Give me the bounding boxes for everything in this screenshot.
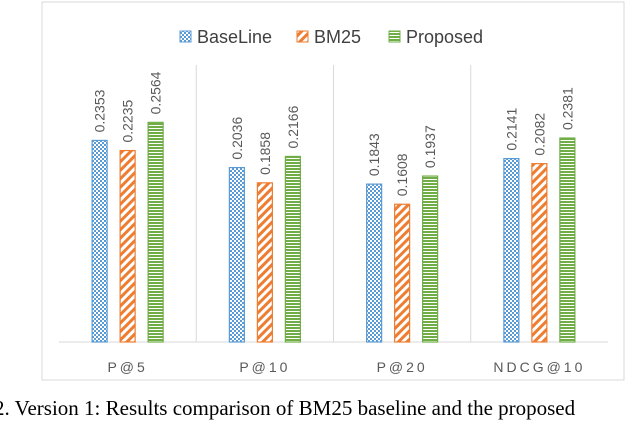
data-label: 0.1858 — [257, 132, 273, 175]
data-label: 0.2235 — [120, 100, 136, 143]
plot-area: 0.2353 0.2235 0.2564 P@5 0.2036 0.1858 0.2166 P… — [59, 65, 608, 375]
bar-baseline-ndcg@10 — [503, 157, 520, 343]
x-tick-label: P@5 — [107, 359, 147, 375]
data-label: 0.2381 — [559, 87, 575, 130]
bar-baseline-p@10 — [228, 166, 245, 343]
data-label: 0.2564 — [148, 71, 164, 114]
x-tick-label: P@20 — [377, 359, 428, 375]
bar-bm25-p@5 — [119, 149, 136, 343]
legend-swatch-bm25 — [296, 30, 309, 43]
data-label: 0.2141 — [503, 108, 519, 151]
bar-proposed-p@10 — [284, 155, 301, 343]
legend-swatch-baseline — [179, 30, 192, 43]
bar-baseline-p@5 — [91, 139, 108, 343]
legend-label-proposed: Proposed — [406, 27, 483, 47]
x-tick-label: P@10 — [239, 359, 290, 375]
data-label: 0.1937 — [422, 125, 438, 168]
data-label: 0.2036 — [229, 117, 245, 160]
bar-baseline-p@20 — [366, 183, 383, 343]
bar-proposed-p@20 — [422, 175, 439, 343]
data-label: 0.2166 — [285, 105, 301, 148]
bar-bm25-p@10 — [256, 182, 273, 343]
bar-proposed-ndcg@10 — [559, 137, 576, 343]
bar-proposed-p@5 — [147, 121, 164, 343]
data-label: 0.2082 — [531, 113, 547, 156]
legend-label-baseline: BaseLine — [197, 27, 272, 47]
bar-bm25-ndcg@10 — [531, 163, 548, 343]
legend-swatch-proposed — [388, 30, 401, 43]
data-label: 0.2353 — [92, 89, 108, 132]
bar-chart: BaseLine BM25 Proposed 0.2353 0.2235 0.2564 P… — [41, 1, 625, 381]
legend: BaseLine BM25 Proposed — [179, 27, 483, 47]
data-label: 0.1843 — [366, 133, 382, 176]
x-tick-label: NDCG@10 — [493, 359, 585, 375]
bar-bm25-p@20 — [394, 203, 411, 343]
legend-label-bm25: BM25 — [314, 27, 361, 47]
figure-caption: 2. Version 1: Results comparison of BM25… — [0, 396, 576, 420]
data-label: 0.1608 — [394, 153, 410, 196]
